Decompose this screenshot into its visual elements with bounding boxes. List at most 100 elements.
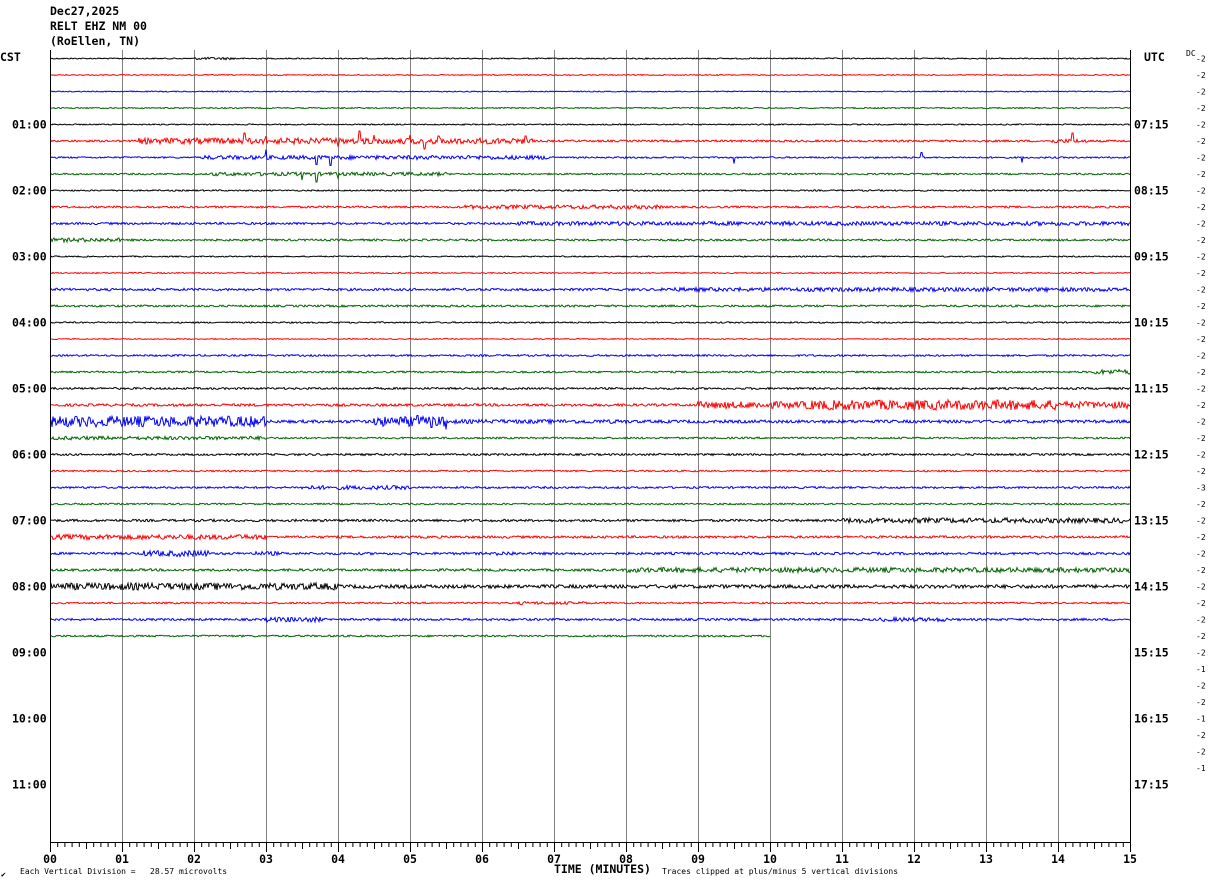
trace-row-27 — [50, 484, 1131, 491]
dc-offset-label: -2 — [1196, 698, 1206, 707]
dc-offset-label: -2 — [1196, 104, 1206, 113]
dc-offset-label: -1 — [1196, 715, 1206, 724]
header-location: (RoEllen, TN) — [50, 34, 141, 48]
dc-offset-label: -2 — [1196, 418, 1206, 427]
trace-row-24 — [51, 434, 1131, 442]
left-hour-label: 10:00 — [12, 712, 47, 726]
left-hour-label: 11:00 — [12, 778, 47, 792]
dc-offset-label: -1 — [1196, 665, 1206, 674]
dc-offset-label: -2 — [1196, 187, 1206, 196]
left-hour-label: 08:00 — [12, 580, 47, 594]
dc-offset-label: -2 — [1196, 583, 1206, 592]
clip-note: Traces clipped at plus/minus 5 vertical … — [662, 867, 899, 876]
trace-row-15 — [50, 285, 1131, 294]
dc-offset-label: -2 — [1196, 566, 1206, 575]
trace-row-9 — [50, 188, 1131, 192]
x-tick-label: 04 — [331, 852, 345, 866]
trace-row-14 — [50, 271, 1131, 275]
dc-offset-label: -1 — [1196, 764, 1206, 773]
right-hour-label: 10:15 — [1134, 316, 1169, 330]
dc-offset-label: -2 — [1196, 220, 1206, 229]
left-hour-label: 01:00 — [12, 118, 47, 132]
trace-row-28 — [50, 502, 1131, 506]
trace-row-16 — [50, 304, 1131, 308]
trace-row-13 — [50, 255, 1131, 258]
trace-row-2 — [50, 73, 1131, 77]
dc-offset-label: -2 — [1196, 121, 1206, 130]
dc-offset-label: -2 — [1196, 203, 1206, 212]
time-ticks — [50, 842, 1131, 852]
right-hour-label: 09:15 — [1134, 250, 1169, 264]
trace-row-35 — [50, 615, 1131, 624]
trace-row-32 — [50, 565, 1131, 575]
corner-mark: ✔ — [1, 870, 6, 879]
dc-offset-label: -2 — [1196, 253, 1206, 262]
dc-offset-label: -2 — [1196, 599, 1206, 608]
trace-row-31 — [50, 549, 1131, 558]
header-date: Dec27,2025 — [50, 4, 120, 18]
right-hour-label: 12:15 — [1134, 448, 1169, 462]
x-tick-label: 03 — [259, 852, 273, 866]
dc-offset-label: -2 — [1196, 385, 1206, 394]
x-tick-label: 12 — [907, 852, 921, 866]
left-hour-label: 03:00 — [12, 250, 47, 264]
axis-labels: 00 01 02 03 04 05 06 07 08 09 10 11 12 13 14 15 01:00 02:… — [12, 55, 1206, 867]
dc-offset-label: -2 — [1196, 368, 1206, 377]
dc-offset-label: -2 — [1196, 682, 1206, 691]
trace-row-1 — [50, 56, 1131, 61]
dc-offset-label: -2 — [1196, 55, 1206, 64]
trace-row-7 — [50, 149, 1131, 166]
scale-note: Each Vertical Division = 28.57 microvolt… — [20, 867, 228, 876]
dc-offset-label: -2 — [1196, 550, 1206, 559]
trace-row-26 — [50, 469, 1131, 473]
x-tick-label: 11 — [835, 852, 849, 866]
dc-label: DC — [1186, 49, 1196, 58]
trace-row-30 — [50, 533, 1131, 542]
dc-offset-label: -2 — [1196, 137, 1206, 146]
trace-row-29 — [51, 516, 1131, 525]
trace-row-4 — [51, 106, 1131, 110]
trace-row-19 — [50, 353, 1131, 358]
dc-offset-label: -2 — [1196, 154, 1206, 163]
trace-row-21 — [50, 386, 1131, 391]
dc-offset-label: -2 — [1196, 616, 1206, 625]
left-hour-label: 06:00 — [12, 448, 47, 462]
trace-row-8 — [50, 170, 1131, 183]
dc-offset-label: -2 — [1196, 451, 1206, 460]
dc-offset-label: -2 — [1196, 731, 1206, 740]
x-tick-label: 00 — [43, 852, 57, 866]
trace-row-25 — [50, 452, 1131, 457]
dc-offset-label: -2 — [1196, 335, 1206, 344]
dc-offset-label: -2 — [1196, 401, 1206, 410]
x-tick-label: 10 — [763, 852, 777, 866]
dc-offset-label: -2 — [1196, 170, 1206, 179]
left-axis-title: CST — [0, 50, 21, 64]
dc-offset-label: -2 — [1196, 236, 1206, 245]
trace-row-23 — [50, 414, 1131, 430]
dc-offset-label: -2 — [1196, 71, 1206, 80]
trace-row-22 — [51, 398, 1131, 412]
dc-offset-label: -2 — [1196, 434, 1206, 443]
trace-group — [50, 56, 1131, 638]
trace-row-20 — [50, 368, 1131, 376]
x-tick-label: 05 — [403, 852, 417, 866]
right-hour-label: 17:15 — [1134, 778, 1169, 792]
time-gridlines — [122, 50, 1059, 842]
left-hour-label: 05:00 — [12, 382, 47, 396]
trace-row-3 — [50, 90, 1131, 93]
left-hour-label: 09:00 — [12, 646, 47, 660]
x-tick-label: 09 — [691, 852, 705, 866]
left-hour-label: 04:00 — [12, 316, 47, 330]
dc-offset-label: -2 — [1196, 632, 1206, 641]
dc-offset-label: -2 — [1196, 748, 1206, 757]
x-tick-label: 14 — [1051, 852, 1065, 866]
trace-row-18 — [50, 337, 1131, 341]
trace-row-12 — [50, 236, 1131, 244]
dc-offset-label: -2 — [1196, 533, 1206, 542]
trace-row-33 — [50, 581, 1131, 592]
dc-offset-label: -3 — [1196, 484, 1206, 493]
x-tick-label: 06 — [475, 852, 489, 866]
header-station: RELT EHZ NM 00 — [50, 19, 147, 33]
dc-offset-label: -2 — [1196, 352, 1206, 361]
